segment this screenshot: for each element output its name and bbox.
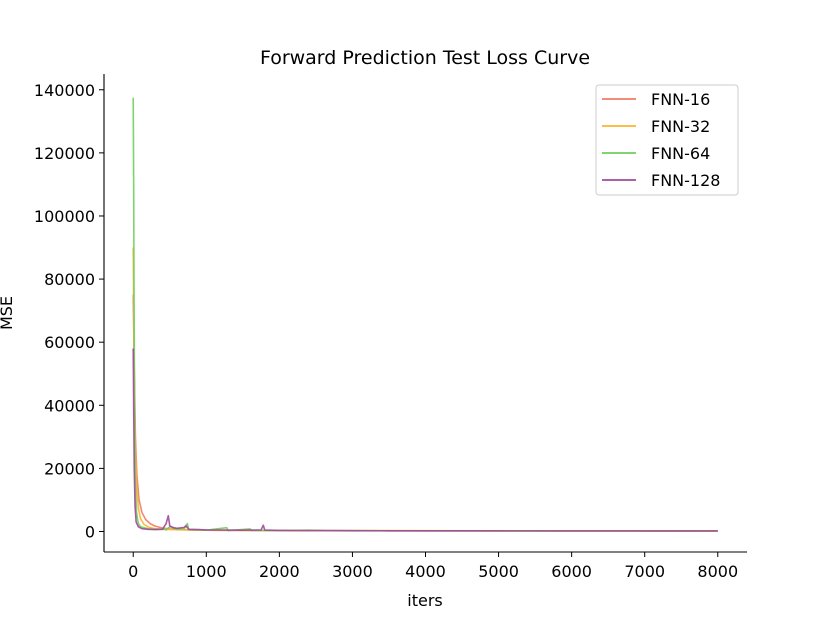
y-tick-label: 120000 [34,144,95,163]
legend-box [595,84,739,196]
x-axis-label: iters [407,591,442,610]
x-tick-label: 0 [128,562,138,581]
y-tick-label: 80000 [44,270,95,289]
series-line-fnn-32 [132,247,718,532]
x-tick-label: 5000 [478,562,519,581]
legend-label-fnn-128: FNN-128 [651,171,720,190]
y-tick-label: 40000 [44,396,95,415]
series-line-fnn-16 [132,294,718,532]
y-tick-label: 60000 [44,333,95,352]
ticks: 0 1000 2000 3000 4000 5000 6000 7000 80000200004… [34,81,738,581]
x-tick-label: 7000 [624,562,665,581]
legend: FNN-16 FNN-32 FNN-64 FNN-128 [595,84,739,196]
y-tick-label: 100000 [34,207,95,226]
series-lines [132,97,718,532]
y-tick-label: 140000 [34,81,95,100]
y-tick-label: 0 [85,522,95,541]
legend-label-fnn-64: FNN-64 [651,144,710,163]
chart-title: Forward Prediction Test Loss Curve [260,47,590,69]
x-tick-label: 3000 [332,562,373,581]
x-tick-label: 1000 [186,562,227,581]
x-tick-label: 2000 [259,562,300,581]
y-tick-label: 20000 [44,459,95,478]
x-tick-label: 4000 [405,562,446,581]
series-line-fnn-128 [132,348,718,532]
legend-label-fnn-16: FNN-16 [651,90,710,109]
x-tick-label: 6000 [551,562,592,581]
legend-label-fnn-32: FNN-32 [651,117,710,136]
y-axis-label: MSE [0,296,16,330]
x-tick-label: 8000 [697,562,738,581]
